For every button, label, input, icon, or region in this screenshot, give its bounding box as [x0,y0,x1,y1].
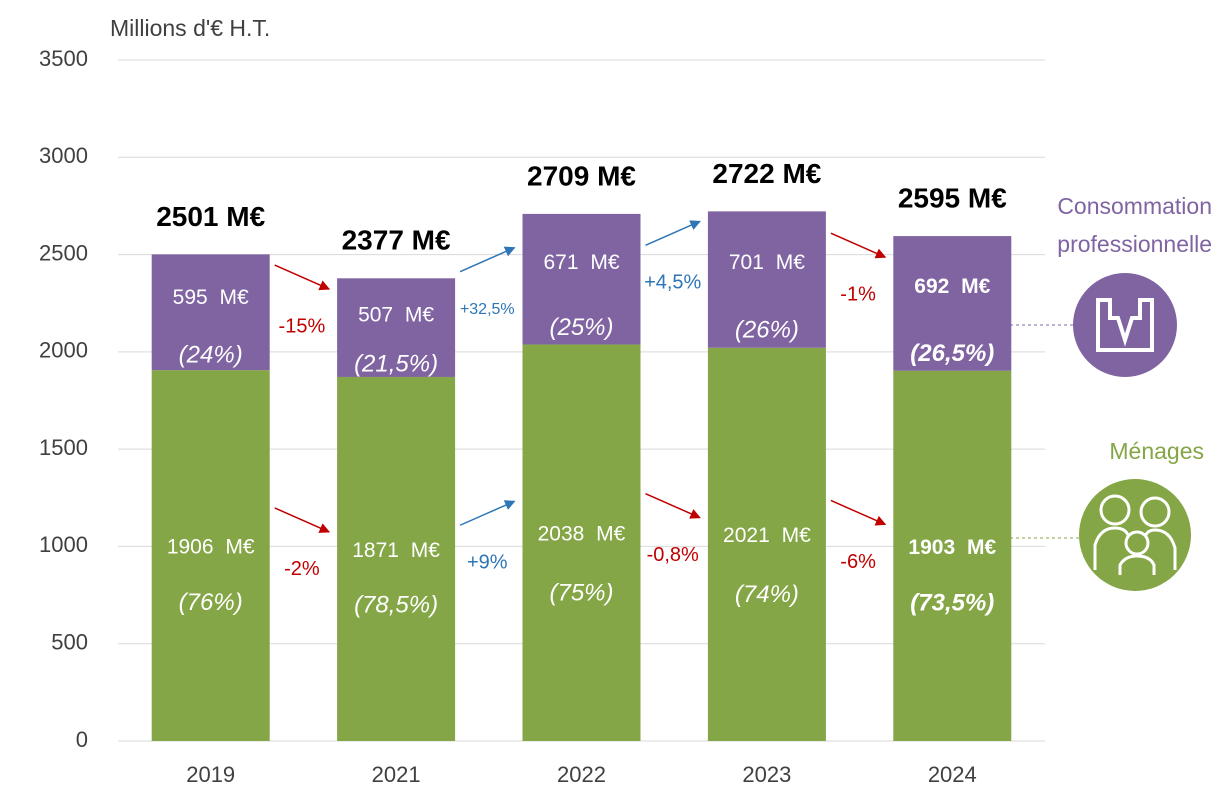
share-label: (78,5%) [354,592,438,619]
change-arrow [645,220,701,247]
total-label: 2377 M€ [342,225,451,256]
change-arrow [830,232,887,259]
value-label: 507 M€ [358,303,434,326]
total-label: 2709 M€ [527,160,636,191]
value-label: 2021 M€ [723,524,811,547]
bar-segment [522,344,641,741]
value-label: 671 M€ [543,251,619,274]
icon-shape [1096,298,1154,352]
value-label: 595 M€ [173,286,249,309]
icon-shape [1093,494,1177,575]
total-label: 2722 M€ [712,158,821,189]
y-tick-label: 3500 [39,46,88,71]
y-tick-label: 3000 [39,143,88,168]
y-tick-label: 500 [51,630,88,655]
change-label: -6% [840,551,876,573]
bar-segment [707,347,826,741]
bar-segment [151,254,270,371]
total-label: 2501 M€ [156,201,265,232]
change-arrow [459,500,516,526]
bar-segment [337,278,456,377]
share-label: (76%) [179,589,243,616]
value-label: 701 M€ [729,251,805,274]
share-label: (74%) [735,581,799,608]
share-label: (25%) [549,314,613,341]
bar-segment [337,376,456,741]
change-label: -0,8% [647,544,699,566]
share-label: (73,5%) [910,589,994,616]
y-tick-label: 2500 [39,240,88,265]
bar-segment [893,236,1012,371]
icon-professional [1073,273,1177,377]
share-label: (26,5%) [910,340,994,367]
total-label: 2595 M€ [898,182,1007,213]
y-tick-label: 1000 [39,532,88,557]
share-label: (21,5%) [354,350,438,377]
value-label: 2038 M€ [538,522,626,545]
change-label: -1% [840,284,876,306]
legend-households: Ménages [1109,438,1204,464]
value-label: 1903 M€ [908,536,996,559]
change-label: -2% [284,558,320,580]
share-label: (75%) [549,580,613,607]
change-label: +9% [467,552,508,574]
bar-segment [522,213,641,345]
bar-segment [893,370,1012,741]
x-tick-label: 2023 [742,762,791,787]
legend-professional: Consommation professionnelle [1057,193,1212,257]
bar-segment [151,370,270,741]
change-arrow [830,499,887,526]
y-tick-label: 1500 [39,435,88,460]
share-label: (24%) [179,342,243,369]
change-label: +4,5% [644,272,701,294]
x-tick-label: 2021 [372,762,421,787]
bar-segment [707,211,826,348]
change-arrow [274,264,331,291]
value-label: 692 M€ [914,275,990,298]
x-tick-label: 2024 [928,762,977,787]
y-tick-label: 0 [76,727,88,752]
change-arrow [274,507,331,533]
y-axis-label: Millions d'€ H.T. [110,15,270,41]
icon-households [1079,479,1191,591]
x-tick-label: 2019 [186,762,235,787]
value-label: 1871 M€ [352,539,440,562]
change-arrow [645,492,701,519]
change-arrow [459,246,516,273]
change-label: +32,5% [460,301,515,318]
value-label: 1906 M€ [167,536,255,559]
y-tick-label: 2000 [39,338,88,363]
change-label: -15% [279,315,326,337]
x-tick-label: 2022 [557,762,606,787]
share-label: (26%) [735,317,799,344]
